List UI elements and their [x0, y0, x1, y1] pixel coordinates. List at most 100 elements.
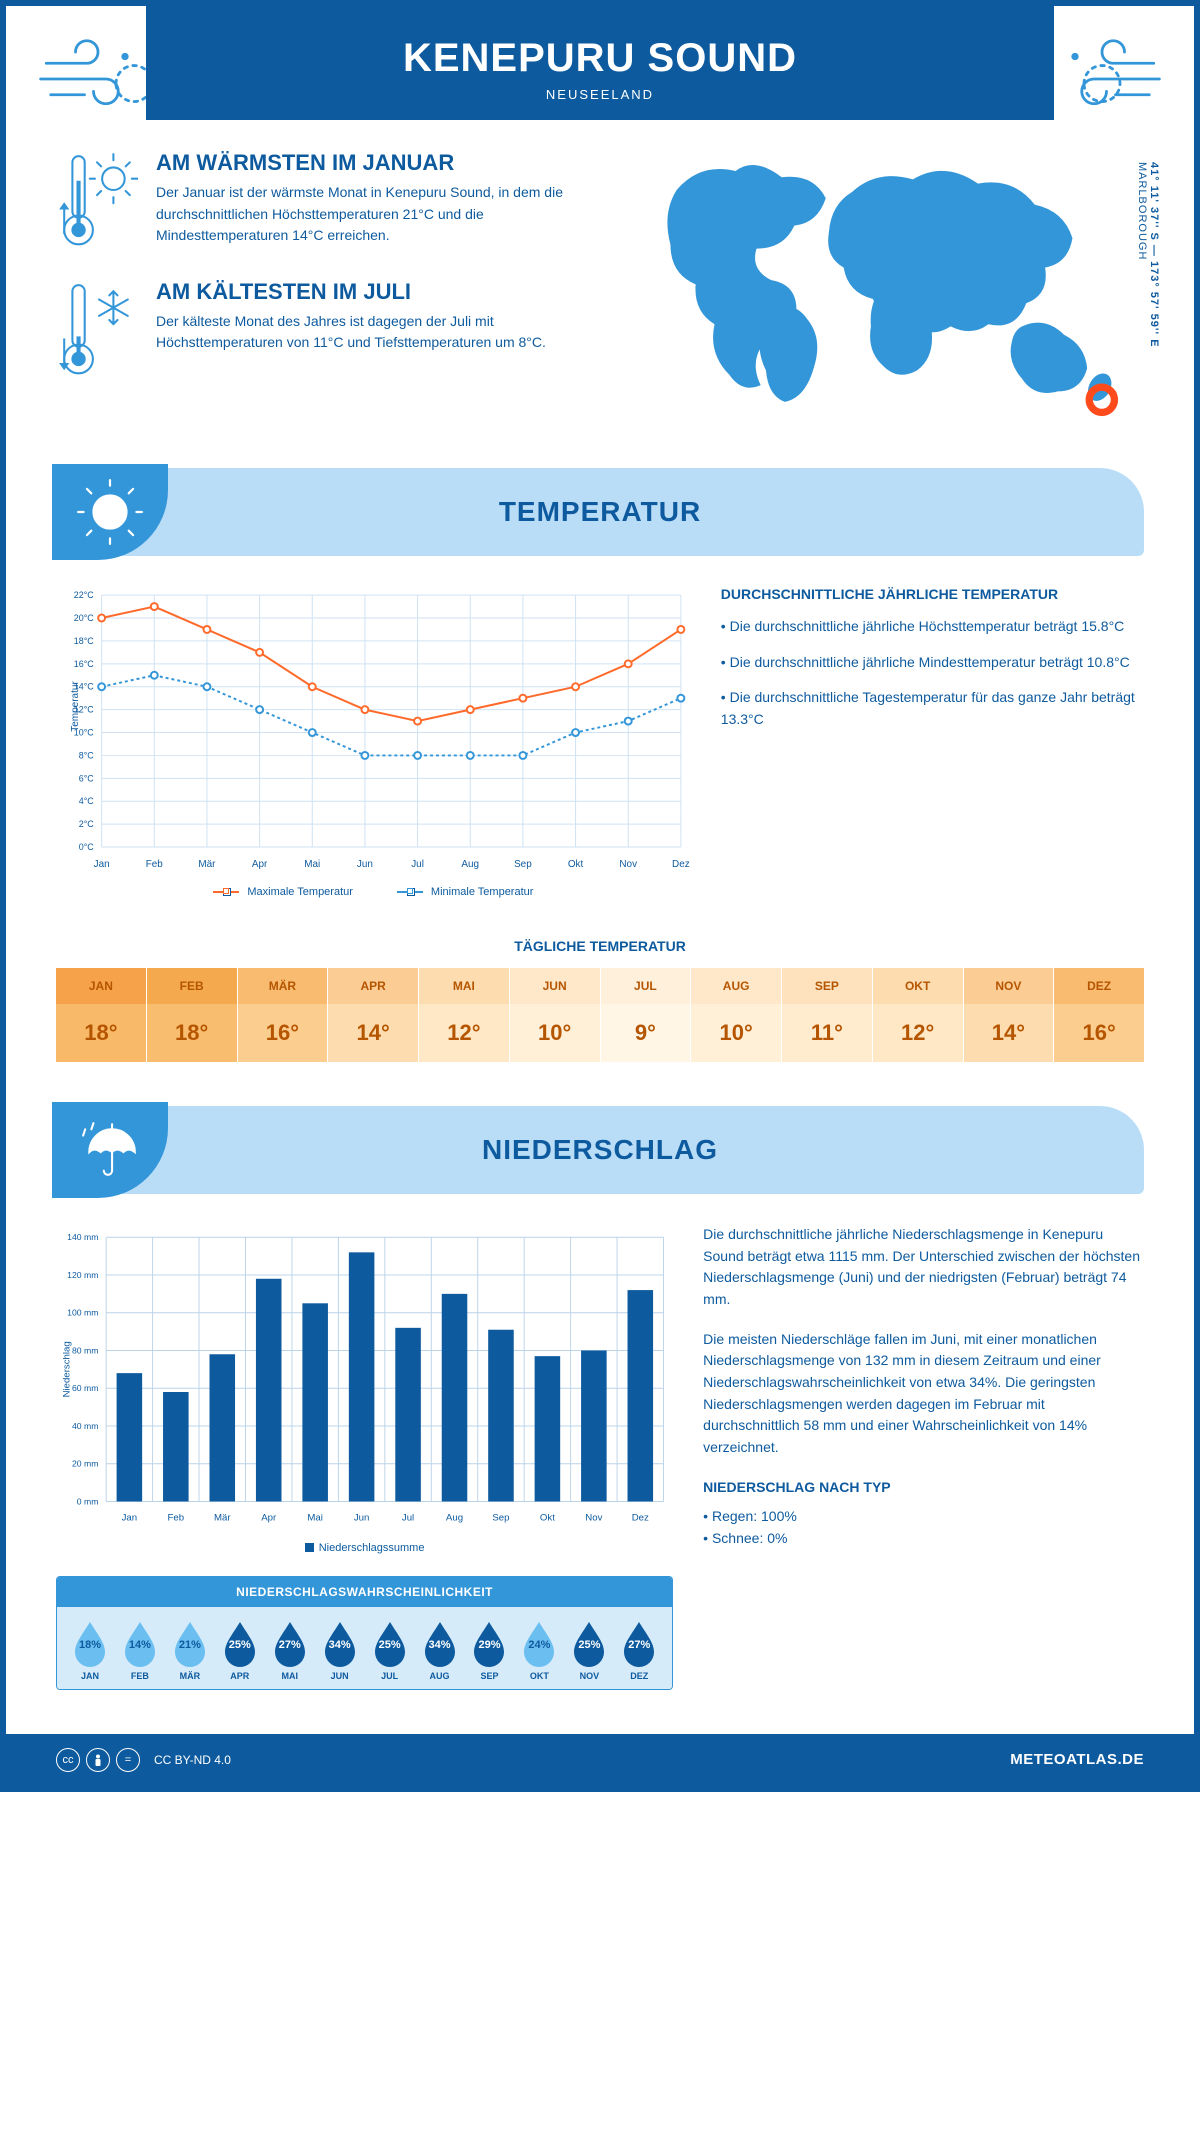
daily-temp-col: JUN10° [510, 968, 601, 1062]
daily-temp-col: JAN18° [56, 968, 147, 1062]
daily-temp-col: DEZ16° [1054, 968, 1144, 1062]
svg-text:Feb: Feb [168, 1513, 185, 1524]
thermometer-snow-icon [56, 279, 138, 382]
precip-type-heading: NIEDERSCHLAG NACH TYP [703, 1477, 1144, 1499]
warmest-heading: AM WÄRMSTEN IM JANUAR [156, 150, 610, 176]
svg-text:Nov: Nov [585, 1513, 602, 1524]
probability-drop: 14%FEB [115, 1619, 165, 1681]
temperature-section-header: TEMPERATUR [56, 468, 1144, 556]
svg-text:Okt: Okt [568, 859, 584, 870]
svg-text:Sep: Sep [492, 1513, 509, 1524]
page-title: KENEPURU SOUND [146, 36, 1054, 81]
coordinates: 41° 11' 37'' S — 173° 57' 59'' E MARLBOR… [1136, 162, 1160, 428]
precipitation-title: NIEDERSCHLAG [482, 1134, 718, 1166]
svg-text:Apr: Apr [261, 1513, 277, 1524]
daily-temp-col: SEP11° [782, 968, 873, 1062]
wind-icon [36, 34, 151, 124]
world-map-icon [640, 150, 1144, 423]
license-text: CC BY-ND 4.0 [154, 1753, 231, 1767]
svg-text:100 mm: 100 mm [67, 1308, 98, 1318]
probability-drop: 34%JUN [315, 1619, 365, 1681]
svg-text:Mai: Mai [307, 1513, 323, 1524]
probability-drop: 27%MAI [265, 1619, 315, 1681]
svg-text:Jun: Jun [354, 1513, 370, 1524]
page-subtitle: NEUSEELAND [146, 87, 1054, 102]
probability-drop: 27%DEZ [614, 1619, 664, 1681]
thermometer-sun-icon [56, 150, 138, 253]
temp-desc-heading: DURCHSCHNITTLICHE JÄHRLICHE TEMPERATUR [721, 586, 1144, 602]
daily-temp-col: OKT12° [873, 968, 964, 1062]
svg-text:Sep: Sep [514, 859, 532, 870]
svg-text:Nov: Nov [619, 859, 637, 870]
svg-text:140 mm: 140 mm [67, 1232, 98, 1242]
svg-text:16°C: 16°C [74, 659, 94, 669]
svg-text:4°C: 4°C [79, 796, 95, 806]
svg-text:Mai: Mai [304, 859, 320, 870]
temperature-line-chart: Temperatur 0°C2°C4°C6°C8°C10°C12°C14°C16… [56, 586, 691, 876]
probability-drop: 24%OKT [514, 1619, 564, 1681]
svg-text:60 mm: 60 mm [72, 1383, 98, 1393]
svg-text:120 mm: 120 mm [67, 1270, 98, 1280]
coldest-block: AM KÄLTESTEN IM JULI Der kälteste Monat … [56, 279, 610, 382]
precipitation-bar-chart: 0 mm20 mm40 mm60 mm80 mm100 mm120 mm140 … [56, 1224, 673, 1534]
probability-drop: 29%SEP [465, 1619, 515, 1681]
svg-text:8°C: 8°C [79, 750, 95, 760]
daily-temp-col: MAI12° [419, 968, 510, 1062]
footer: cc = CC BY-ND 4.0 METEOATLAS.DE [6, 1734, 1194, 1786]
precip-type-item: Regen: 100% [703, 1506, 1144, 1528]
svg-text:80 mm: 80 mm [72, 1345, 98, 1355]
daily-temp-col: FEB18° [147, 968, 238, 1062]
probability-drop: 18%JAN [65, 1619, 115, 1681]
svg-text:Niederschlag: Niederschlag [62, 1341, 73, 1397]
temperature-legend: Maximale Temperatur Minimale Temperatur [56, 886, 691, 898]
license-badges: cc = CC BY-ND 4.0 [56, 1748, 231, 1772]
temp-desc-list: Die durchschnittliche jährliche Höchstte… [721, 616, 1144, 731]
svg-text:Mär: Mär [214, 1513, 231, 1524]
daily-temp-heading: TÄGLICHE TEMPERATUR [6, 938, 1194, 954]
svg-text:Jan: Jan [122, 1513, 138, 1524]
precipitation-section-header: NIEDERSCHLAG [56, 1106, 1144, 1194]
temp-desc-item: Die durchschnittliche jährliche Mindestt… [721, 652, 1144, 674]
daily-temp-col: APR14° [328, 968, 419, 1062]
wind-icon [1049, 34, 1164, 124]
probability-drop: 34%AUG [415, 1619, 465, 1681]
svg-text:18°C: 18°C [74, 636, 94, 646]
by-icon [86, 1748, 110, 1772]
svg-text:Apr: Apr [252, 859, 268, 870]
svg-text:Okt: Okt [540, 1513, 555, 1524]
precip-text-2: Die meisten Niederschläge fallen im Juni… [703, 1329, 1144, 1459]
svg-text:0 mm: 0 mm [77, 1496, 99, 1506]
probability-drop: 21%MÄR [165, 1619, 215, 1681]
daily-temp-col: NOV14° [964, 968, 1055, 1062]
svg-text:Dez: Dez [672, 859, 690, 870]
coldest-text: Der kälteste Monat des Jahres ist dagege… [156, 311, 610, 354]
probability-drop: 25%APR [215, 1619, 265, 1681]
svg-text:Aug: Aug [461, 859, 479, 870]
daily-temp-table: JAN18°FEB18°MÄR16°APR14°MAI12°JUN10°JUL9… [56, 968, 1144, 1062]
svg-text:Jan: Jan [94, 859, 110, 870]
cc-icon: cc [56, 1748, 80, 1772]
nd-icon: = [116, 1748, 140, 1772]
precip-type-item: Schnee: 0% [703, 1528, 1144, 1550]
daily-temp-col: AUG10° [691, 968, 782, 1062]
svg-text:20°C: 20°C [74, 613, 94, 623]
svg-text:20 mm: 20 mm [72, 1459, 98, 1469]
temp-desc-item: Die durchschnittliche jährliche Höchstte… [721, 616, 1144, 638]
svg-text:6°C: 6°C [79, 773, 95, 783]
svg-text:Aug: Aug [446, 1513, 463, 1524]
precip-text-1: Die durchschnittliche jährliche Niedersc… [703, 1224, 1144, 1311]
warmest-block: AM WÄRMSTEN IM JANUAR Der Januar ist der… [56, 150, 610, 253]
coldest-heading: AM KÄLTESTEN IM JULI [156, 279, 610, 305]
probability-drop: 25%NOV [564, 1619, 614, 1681]
svg-text:Jul: Jul [402, 1513, 414, 1524]
footer-brand: METEOATLAS.DE [1010, 1751, 1144, 1768]
svg-text:0°C: 0°C [79, 842, 95, 852]
header-banner: KENEPURU SOUND NEUSEELAND [146, 6, 1054, 120]
svg-text:Jun: Jun [357, 859, 373, 870]
precipitation-probability-box: NIEDERSCHLAGSWAHRSCHEINLICHKEIT 18%JAN14… [56, 1576, 673, 1690]
svg-text:Mär: Mär [198, 859, 216, 870]
svg-text:Jul: Jul [411, 859, 424, 870]
svg-text:2°C: 2°C [79, 819, 95, 829]
precip-type-list: Regen: 100%Schnee: 0% [703, 1506, 1144, 1549]
warmest-text: Der Januar ist der wärmste Monat in Kene… [156, 182, 610, 247]
